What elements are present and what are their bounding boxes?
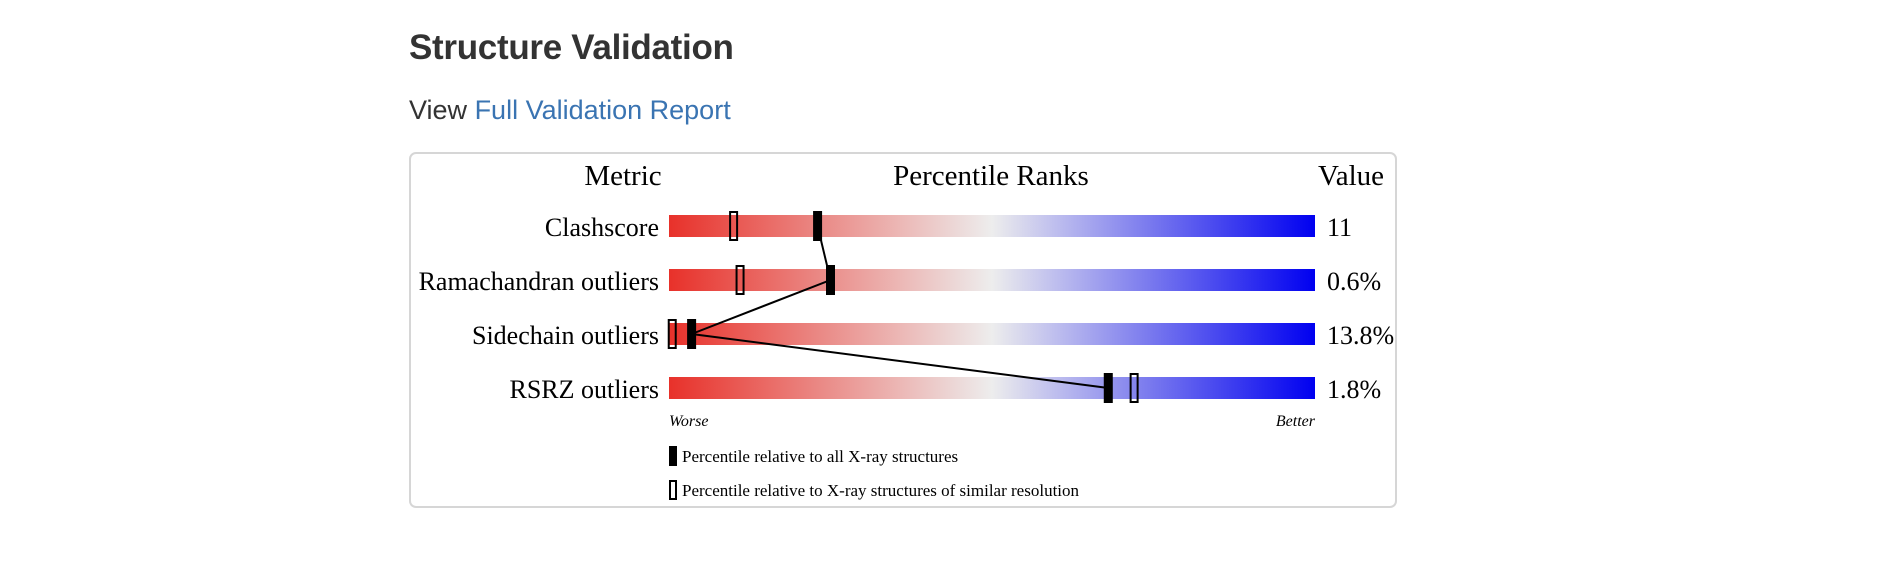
legend-hollow-marker <box>669 480 677 500</box>
view-report-line: View Full Validation Report <box>409 95 731 126</box>
all-structures-marker <box>1103 373 1113 403</box>
scale-better-label: Better <box>1276 413 1316 430</box>
section-title: Structure Validation <box>409 28 734 67</box>
similar-resolution-marker <box>1129 373 1139 403</box>
validation-panel: Metric Percentile Ranks Value Clashscore… <box>409 152 1397 508</box>
metric-header: Metric <box>584 160 661 192</box>
metric-value: 0.6% <box>1327 267 1381 296</box>
metric-label: Clashscore <box>545 213 659 242</box>
similar-resolution-marker <box>729 211 739 241</box>
value-header: Value <box>1318 160 1384 192</box>
legend-filled-marker <box>669 446 677 466</box>
percentile-markers <box>667 211 1139 403</box>
legend-similar-resolution: Percentile relative to X-ray structures … <box>682 481 1080 500</box>
all-structures-marker <box>813 211 823 241</box>
all-structures-marker <box>687 319 697 349</box>
metric-value: 1.8% <box>1327 375 1381 404</box>
similar-resolution-marker <box>735 265 745 295</box>
metric-label: RSRZ outliers <box>509 375 659 404</box>
percentile-slider-bar <box>669 269 1315 291</box>
percentile-slider-bar <box>669 377 1315 399</box>
scale-worse-label: Worse <box>669 413 708 430</box>
percentile-slider-bar <box>669 323 1315 345</box>
metric-value: 13.8% <box>1327 321 1394 350</box>
metric-label: Ramachandran outliers <box>419 267 659 296</box>
all-structures-marker <box>826 265 835 295</box>
percentile-header: Percentile Ranks <box>893 160 1089 192</box>
metric-rows: Clashscore 11 Ramachandran outliers 0.6% Sid… <box>419 213 1395 404</box>
full-validation-report-link[interactable]: Full Validation Report <box>474 95 731 125</box>
similar-resolution-marker <box>667 319 677 349</box>
percentile-slider-bar <box>669 215 1315 237</box>
legend-all-structures: Percentile relative to all X-ray structu… <box>682 447 958 466</box>
metric-label: Sidechain outliers <box>472 321 659 350</box>
validation-slider-chart: Metric Percentile Ranks Value Clashscore… <box>419 160 1395 500</box>
metric-value: 11 <box>1327 213 1352 242</box>
percentile-connector-line <box>691 225 1109 389</box>
view-prefix: View <box>409 95 468 125</box>
